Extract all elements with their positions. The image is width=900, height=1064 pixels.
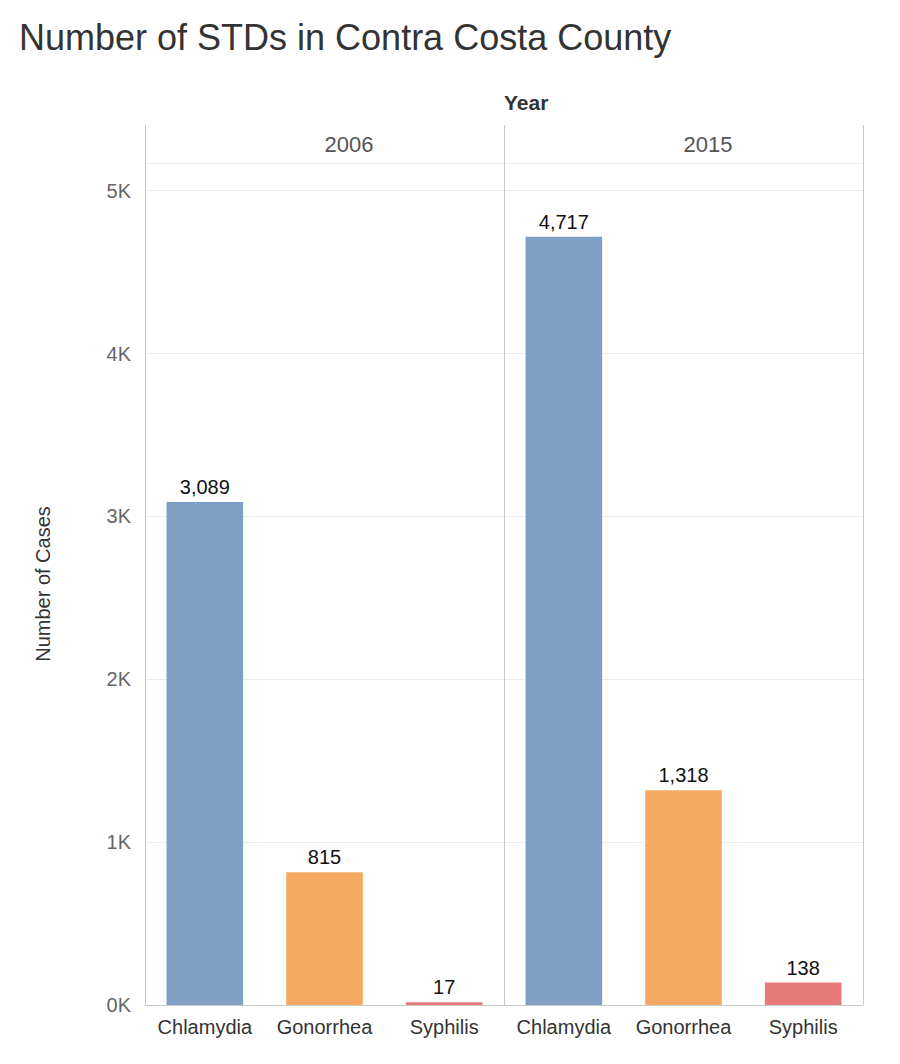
svg-text:17: 17: [433, 976, 455, 998]
svg-text:815: 815: [308, 846, 341, 868]
svg-text:4K: 4K: [107, 343, 132, 365]
svg-text:Syphilis: Syphilis: [410, 1016, 479, 1038]
svg-text:Chlamydia: Chlamydia: [517, 1016, 612, 1038]
svg-text:Chlamydia: Chlamydia: [158, 1016, 253, 1038]
svg-text:2K: 2K: [107, 668, 132, 690]
svg-text:3K: 3K: [107, 505, 132, 527]
svg-text:4,717: 4,717: [539, 211, 589, 233]
svg-text:2006: 2006: [324, 132, 373, 157]
svg-text:1K: 1K: [107, 831, 132, 853]
svg-text:Gonorrhea: Gonorrhea: [277, 1016, 373, 1038]
svg-text:2015: 2015: [683, 132, 732, 157]
svg-text:Number of Cases: Number of Cases: [32, 506, 54, 662]
svg-text:0K: 0K: [107, 994, 132, 1016]
svg-text:5K: 5K: [107, 180, 132, 202]
svg-text:Number of STDs in Contra Costa: Number of STDs in Contra Costa County: [19, 17, 671, 58]
svg-text:3,089: 3,089: [180, 476, 230, 498]
svg-text:138: 138: [786, 957, 819, 979]
svg-text:Gonorrhea: Gonorrhea: [636, 1016, 732, 1038]
svg-text:1,318: 1,318: [658, 764, 708, 786]
svg-text:Syphilis: Syphilis: [769, 1016, 838, 1038]
svg-text:Year: Year: [504, 91, 548, 114]
